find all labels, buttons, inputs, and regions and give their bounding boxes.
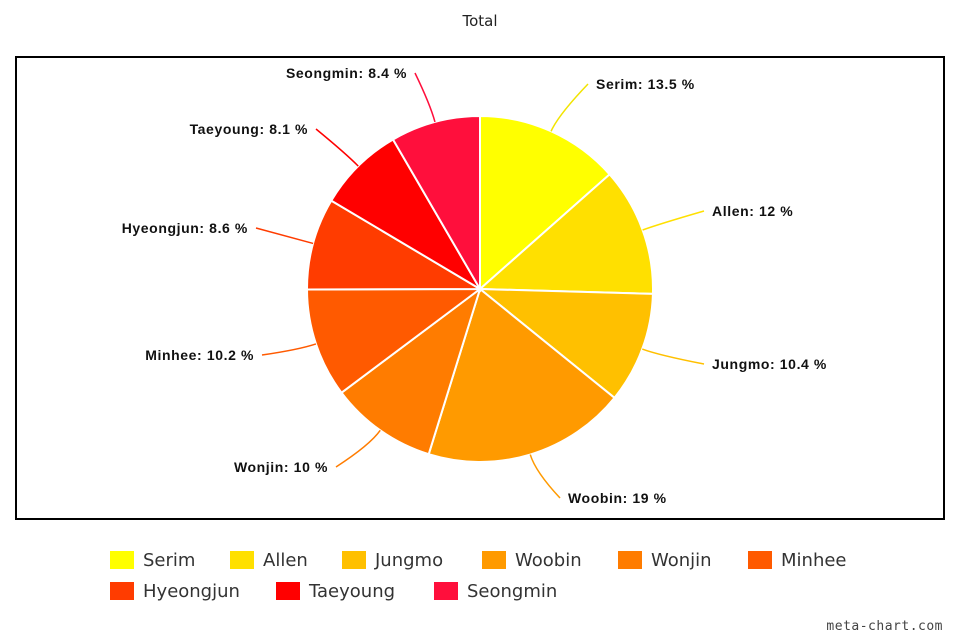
slice-label-jungmo: Jungmo: 10.4 % (712, 356, 827, 372)
legend-item-minhee[interactable]: Minhee (748, 549, 847, 571)
slice-label-minhee: Minhee: 10.2 % (145, 347, 254, 363)
legend-item-taeyoung[interactable]: Taeyoung (276, 580, 395, 602)
legend-swatch (110, 551, 134, 569)
pie-slice-seongmin (391, 114, 481, 293)
chart-frame (15, 56, 945, 520)
pie-slice-hyeongjun (306, 199, 484, 291)
slice-label-taeyoung: Taeyoung: 8.1 % (190, 121, 308, 137)
legend-item-woobin[interactable]: Woobin (482, 549, 582, 571)
legend-item-allen[interactable]: Allen (230, 549, 308, 571)
legend-label: Jungmo (375, 549, 444, 571)
legend-swatch (434, 582, 458, 600)
pie-slice-taeyoung (329, 138, 483, 292)
leader-line-seongmin (414, 72, 436, 123)
pie-slice-wonjin (340, 286, 482, 456)
leader-line-hyeongjun (255, 227, 314, 245)
leader-line-allen (642, 210, 705, 231)
pie-slice-minhee (305, 287, 484, 395)
slice-label-serim: Serim: 13.5 % (596, 76, 695, 92)
legend-label: Wonjin (651, 549, 712, 571)
pie-slice-woobin (427, 287, 616, 463)
leader-line-woobin (529, 454, 561, 499)
legend-swatch (110, 582, 134, 600)
slice-label-hyeongjun: Hyeongjun: 8.6 % (122, 220, 248, 236)
slice-label-woobin: Woobin: 19 % (568, 490, 667, 506)
credit-text: meta-chart.com (826, 619, 943, 634)
legend-swatch (342, 551, 366, 569)
legend-swatch (748, 551, 772, 569)
legend-item-jungmo[interactable]: Jungmo (342, 549, 443, 571)
leader-line-jungmo (641, 348, 705, 365)
pie-leader-lines (255, 72, 705, 499)
legend-label: Allen (263, 549, 308, 571)
legend-label: Minhee (781, 549, 847, 571)
legend-label: Hyeongjun (143, 580, 240, 602)
legend-swatch (230, 551, 254, 569)
pie-slice-allen (477, 172, 654, 295)
leader-line-taeyoung (315, 128, 359, 167)
legend-item-hyeongjun[interactable]: Hyeongjun (110, 580, 240, 602)
leader-line-wonjin (335, 429, 381, 468)
legend-item-wonjin[interactable]: Wonjin (618, 549, 712, 571)
legend-item-seongmin[interactable]: Seongmin (434, 580, 557, 602)
legend-label: Taeyoung (309, 580, 396, 602)
pie-labels: Serim: 13.5 % Allen: 12 % Jungmo: 10.4 % Wo… (122, 65, 827, 506)
legend-swatch (276, 582, 300, 600)
legend-swatch (482, 551, 506, 569)
chart-title: Total (462, 12, 498, 30)
pie-slice-jungmo (477, 287, 654, 400)
pie-slices (305, 114, 654, 463)
slice-label-allen: Allen: 12 % (712, 203, 793, 219)
legend: Serim Allen Jungmo Woobin Wonjin Minhee Hyeong… (0, 545, 960, 607)
legend-label: Serim (143, 549, 196, 571)
legend-label: Seongmin (467, 580, 558, 602)
pie-slice-serim (479, 114, 611, 292)
legend-label: Woobin (515, 549, 582, 571)
leader-line-serim (550, 83, 589, 132)
slice-label-wonjin: Wonjin: 10 % (234, 459, 328, 475)
legend-item-serim[interactable]: Serim (110, 549, 195, 571)
slice-label-seongmin: Seongmin: 8.4 % (286, 65, 407, 81)
leader-line-minhee (261, 343, 317, 356)
legend-swatch (618, 551, 642, 569)
